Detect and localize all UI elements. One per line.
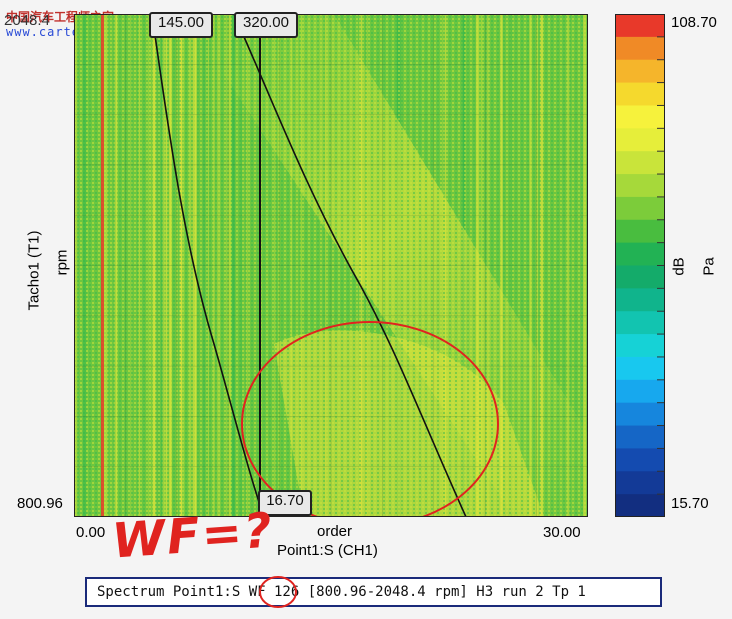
colorbar-pa-label: Pa — [700, 257, 718, 276]
y-axis-rpm-label: rpm — [53, 249, 71, 276]
colorbar-band — [615, 288, 665, 312]
colorbar-band — [615, 379, 665, 404]
colorbar-band — [615, 151, 665, 175]
colorbar-band — [615, 128, 665, 152]
colorbar-band — [615, 82, 665, 106]
x-axis-label: order — [317, 523, 353, 540]
colorbar-band — [615, 471, 665, 495]
colorbar-band — [615, 219, 665, 244]
colorbar-band — [615, 242, 665, 266]
cursor-label-bottom[interactable]: 16.70 — [258, 490, 312, 516]
texture-overlay — [74, 14, 588, 517]
colorbar-band — [615, 448, 665, 472]
handwritten-annotation: WF=? — [110, 502, 276, 570]
colorbar-max-label: 108.70 — [671, 14, 717, 31]
x-axis-channel-label: Point1:S (CH1) — [277, 542, 378, 559]
highlight-circle — [241, 321, 499, 517]
x-max-tick-label: 30.00 — [543, 524, 581, 541]
colorbar-band — [615, 334, 665, 358]
colorbar-band — [615, 36, 665, 61]
cursor-label-2[interactable]: 320.00 — [234, 12, 298, 38]
y-axis-tacho-label: Tacho1 (T1) — [25, 230, 43, 311]
colorbar-db-label: dB — [670, 257, 688, 276]
colorbar-band — [615, 196, 665, 221]
colorbar-band — [615, 402, 665, 427]
plot-frame — [74, 14, 588, 517]
colorbar-band — [615, 356, 665, 381]
colorbar-band — [615, 494, 665, 517]
colorbar-band — [615, 14, 665, 38]
colorbar — [615, 14, 665, 517]
spectrogram-plot[interactable] — [74, 14, 588, 517]
colorbar-band — [615, 59, 665, 84]
colorbar-frame — [615, 14, 665, 517]
y-min-tick-label: 800.96 — [17, 495, 63, 512]
colorbar-band — [615, 174, 665, 198]
status-bar: Spectrum Point1:S WF 126 [800.96-2048.4 … — [85, 577, 662, 607]
colorbar-band — [615, 425, 665, 449]
colorbar-band — [615, 105, 665, 129]
red-order-line — [101, 14, 104, 517]
y-max-tick-label: 2048.4 — [4, 12, 50, 29]
colorbar-min-label: 15.70 — [671, 495, 709, 512]
x-min-tick-label: 0.00 — [76, 524, 106, 541]
order-curve-2 — [233, 14, 467, 517]
colorbar-band — [615, 265, 665, 289]
cursor-label-1[interactable]: 145.00 — [149, 12, 213, 38]
colorbar-band — [615, 311, 665, 335]
status-highlight-circle — [259, 576, 297, 608]
order-curve-1 — [151, 14, 265, 517]
grid-lines — [74, 14, 588, 517]
